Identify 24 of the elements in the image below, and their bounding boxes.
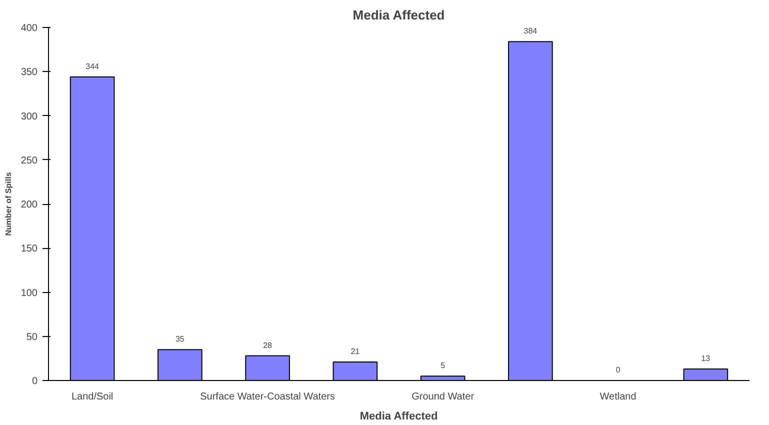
x-tick-label: Ground Water [412,392,475,402]
x-tick-label: Wetland [600,392,636,402]
y-tick-label: 100 [20,288,38,299]
y-tick-label: 350 [20,67,38,78]
data-label: 35 [175,334,185,344]
x-axis-title: Media Affected [360,410,438,422]
x-tick-label: Surface Water-Coastal Waters [200,392,335,402]
data-label: 5 [440,361,446,370]
x-tick-label: Land/Soil [71,392,114,402]
y-tick-label: 250 [20,155,38,166]
y-tick-label: 400 [20,23,38,34]
data-label: 13 [701,354,711,364]
data-label: 28 [263,340,273,350]
y-tick-label: 200 [20,200,38,210]
y-tick-label: 0 [32,376,38,387]
y-axis-title: Number of Spills [4,172,13,236]
chart-title: Media Affected [352,8,445,22]
data-label: 0 [616,366,621,374]
data-label: 344 [86,62,100,71]
data-label: 21 [350,346,360,356]
y-tick-label: 50 [26,332,38,343]
y-tick-label: 150 [20,244,38,255]
y-tick-label: 300 [20,111,38,122]
data-label: 384 [524,26,538,36]
